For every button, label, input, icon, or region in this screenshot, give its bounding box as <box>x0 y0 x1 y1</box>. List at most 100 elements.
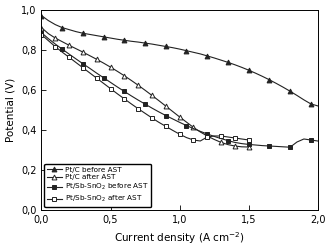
Pt/C before AST <box>198 52 202 55</box>
Pt/C before AST <box>136 41 140 44</box>
Pt/Sb-SnO$_2$ before AST <box>102 76 106 79</box>
Pt/C before AST <box>81 32 85 35</box>
Pt/C after AST <box>143 89 147 92</box>
Pt/Sb-SnO$_2$ before AST <box>178 121 182 124</box>
Pt/C after AST <box>226 143 230 146</box>
Pt/Sb-SnO$_2$ after AST <box>60 51 64 54</box>
Pt/C after AST <box>205 135 209 138</box>
Pt/C before AST <box>95 34 99 37</box>
Pt/Sb-SnO$_2$ before AST <box>116 85 119 88</box>
Pt/C before AST <box>302 98 306 101</box>
Pt/C after AST <box>81 51 85 54</box>
Pt/Sb-SnO$_2$ before AST <box>240 142 244 145</box>
Line: Pt/C after AST: Pt/C after AST <box>39 25 251 149</box>
Pt/Sb-SnO$_2$ after AST <box>102 82 106 85</box>
Pt/Sb-SnO$_2$ before AST <box>205 133 209 136</box>
Pt/C after AST <box>171 110 175 113</box>
Pt/C after AST <box>53 37 57 40</box>
Pt/Sb-SnO$_2$ before AST <box>198 130 202 133</box>
Pt/Sb-SnO$_2$ after AST <box>212 135 216 138</box>
Pt/Sb-SnO$_2$ before AST <box>157 110 161 113</box>
Pt/C before AST <box>295 94 299 97</box>
Pt/Sb-SnO$_2$ before AST <box>46 37 50 40</box>
Pt/Sb-SnO$_2$ before AST <box>109 81 113 84</box>
Pt/Sb-SnO$_2$ after AST <box>143 112 147 115</box>
Pt/Sb-SnO$_2$ before AST <box>88 67 92 70</box>
Pt/Sb-SnO$_2$ before AST <box>247 143 251 146</box>
Pt/Sb-SnO$_2$ after AST <box>46 39 50 42</box>
Pt/Sb-SnO$_2$ before AST <box>260 144 264 147</box>
Pt/C before AST <box>164 45 168 48</box>
Pt/C after AST <box>150 94 154 97</box>
Legend: Pt/C before AST, Pt/C after AST, Pt/Sb-SnO$_2$ before AST, Pt/Sb-SnO$_2$ after A: Pt/C before AST, Pt/C after AST, Pt/Sb-S… <box>44 164 152 207</box>
Pt/C after AST <box>122 74 126 77</box>
Pt/Sb-SnO$_2$ after AST <box>191 139 195 142</box>
Pt/Sb-SnO$_2$ before AST <box>95 72 99 75</box>
Pt/Sb-SnO$_2$ after AST <box>178 133 182 136</box>
Pt/C before AST <box>205 54 209 57</box>
Pt/C after AST <box>240 145 244 148</box>
Pt/C after AST <box>46 32 50 35</box>
Pt/C before AST <box>309 102 313 105</box>
Pt/C after AST <box>116 70 119 73</box>
Pt/C after AST <box>164 105 168 108</box>
Pt/C before AST <box>233 63 237 66</box>
Pt/Sb-SnO$_2$ before AST <box>233 141 237 144</box>
Line: Pt/Sb-SnO$_2$ before AST: Pt/Sb-SnO$_2$ before AST <box>39 30 320 149</box>
Pt/C before AST <box>39 14 43 17</box>
Pt/Sb-SnO$_2$ before AST <box>295 140 299 143</box>
Pt/C before AST <box>288 90 292 93</box>
Pt/C before AST <box>247 69 251 72</box>
Pt/Sb-SnO$_2$ after AST <box>157 121 161 124</box>
Pt/C before AST <box>178 48 182 51</box>
Pt/C before AST <box>219 59 223 62</box>
Pt/C before AST <box>143 42 147 45</box>
Pt/C before AST <box>60 26 64 29</box>
Pt/C after AST <box>198 131 202 134</box>
Pt/C before AST <box>88 33 92 36</box>
Pt/Sb-SnO$_2$ before AST <box>74 57 78 60</box>
Pt/C before AST <box>171 46 175 49</box>
Pt/Sb-SnO$_2$ before AST <box>143 103 147 106</box>
Pt/C before AST <box>316 104 320 107</box>
Pt/Sb-SnO$_2$ after AST <box>226 136 230 139</box>
Pt/Sb-SnO$_2$ after AST <box>116 92 119 95</box>
Pt/C before AST <box>129 40 133 43</box>
Pt/Sb-SnO$_2$ after AST <box>184 136 188 139</box>
Pt/Sb-SnO$_2$ before AST <box>53 43 57 46</box>
Pt/C after AST <box>74 47 78 50</box>
Pt/Sb-SnO$_2$ before AST <box>212 135 216 138</box>
Pt/C after AST <box>67 44 71 47</box>
Pt/C before AST <box>122 39 126 42</box>
Pt/Sb-SnO$_2$ before AST <box>316 140 320 143</box>
Pt/Sb-SnO$_2$ after AST <box>205 136 209 139</box>
Pt/C after AST <box>157 99 161 102</box>
Pt/Sb-SnO$_2$ after AST <box>247 139 251 142</box>
Pt/C after AST <box>129 79 133 82</box>
Pt/Sb-SnO$_2$ after AST <box>53 45 57 48</box>
Pt/Sb-SnO$_2$ after AST <box>150 116 154 119</box>
Pt/C before AST <box>74 30 78 33</box>
Pt/C before AST <box>109 37 113 40</box>
Pt/C before AST <box>226 61 230 64</box>
Pt/C before AST <box>184 49 188 52</box>
Pt/C before AST <box>67 28 71 31</box>
Line: Pt/C before AST: Pt/C before AST <box>39 13 320 108</box>
Pt/Sb-SnO$_2$ after AST <box>233 137 237 140</box>
Pt/C after AST <box>212 138 216 141</box>
Pt/C before AST <box>102 35 106 38</box>
Pt/Sb-SnO$_2$ before AST <box>281 145 285 148</box>
Pt/C after AST <box>136 84 140 87</box>
Pt/Sb-SnO$_2$ before AST <box>184 124 188 127</box>
Pt/C before AST <box>240 66 244 69</box>
Pt/Sb-SnO$_2$ after AST <box>219 135 223 138</box>
Pt/C after AST <box>247 145 251 148</box>
Pt/Sb-SnO$_2$ before AST <box>254 143 258 146</box>
Pt/C after AST <box>60 40 64 43</box>
Pt/C before AST <box>281 86 285 89</box>
Pt/C before AST <box>254 72 258 75</box>
Pt/Sb-SnO$_2$ after AST <box>240 138 244 141</box>
Pt/Sb-SnO$_2$ before AST <box>288 146 292 149</box>
Pt/Sb-SnO$_2$ after AST <box>81 66 85 69</box>
Pt/Sb-SnO$_2$ before AST <box>219 137 223 140</box>
